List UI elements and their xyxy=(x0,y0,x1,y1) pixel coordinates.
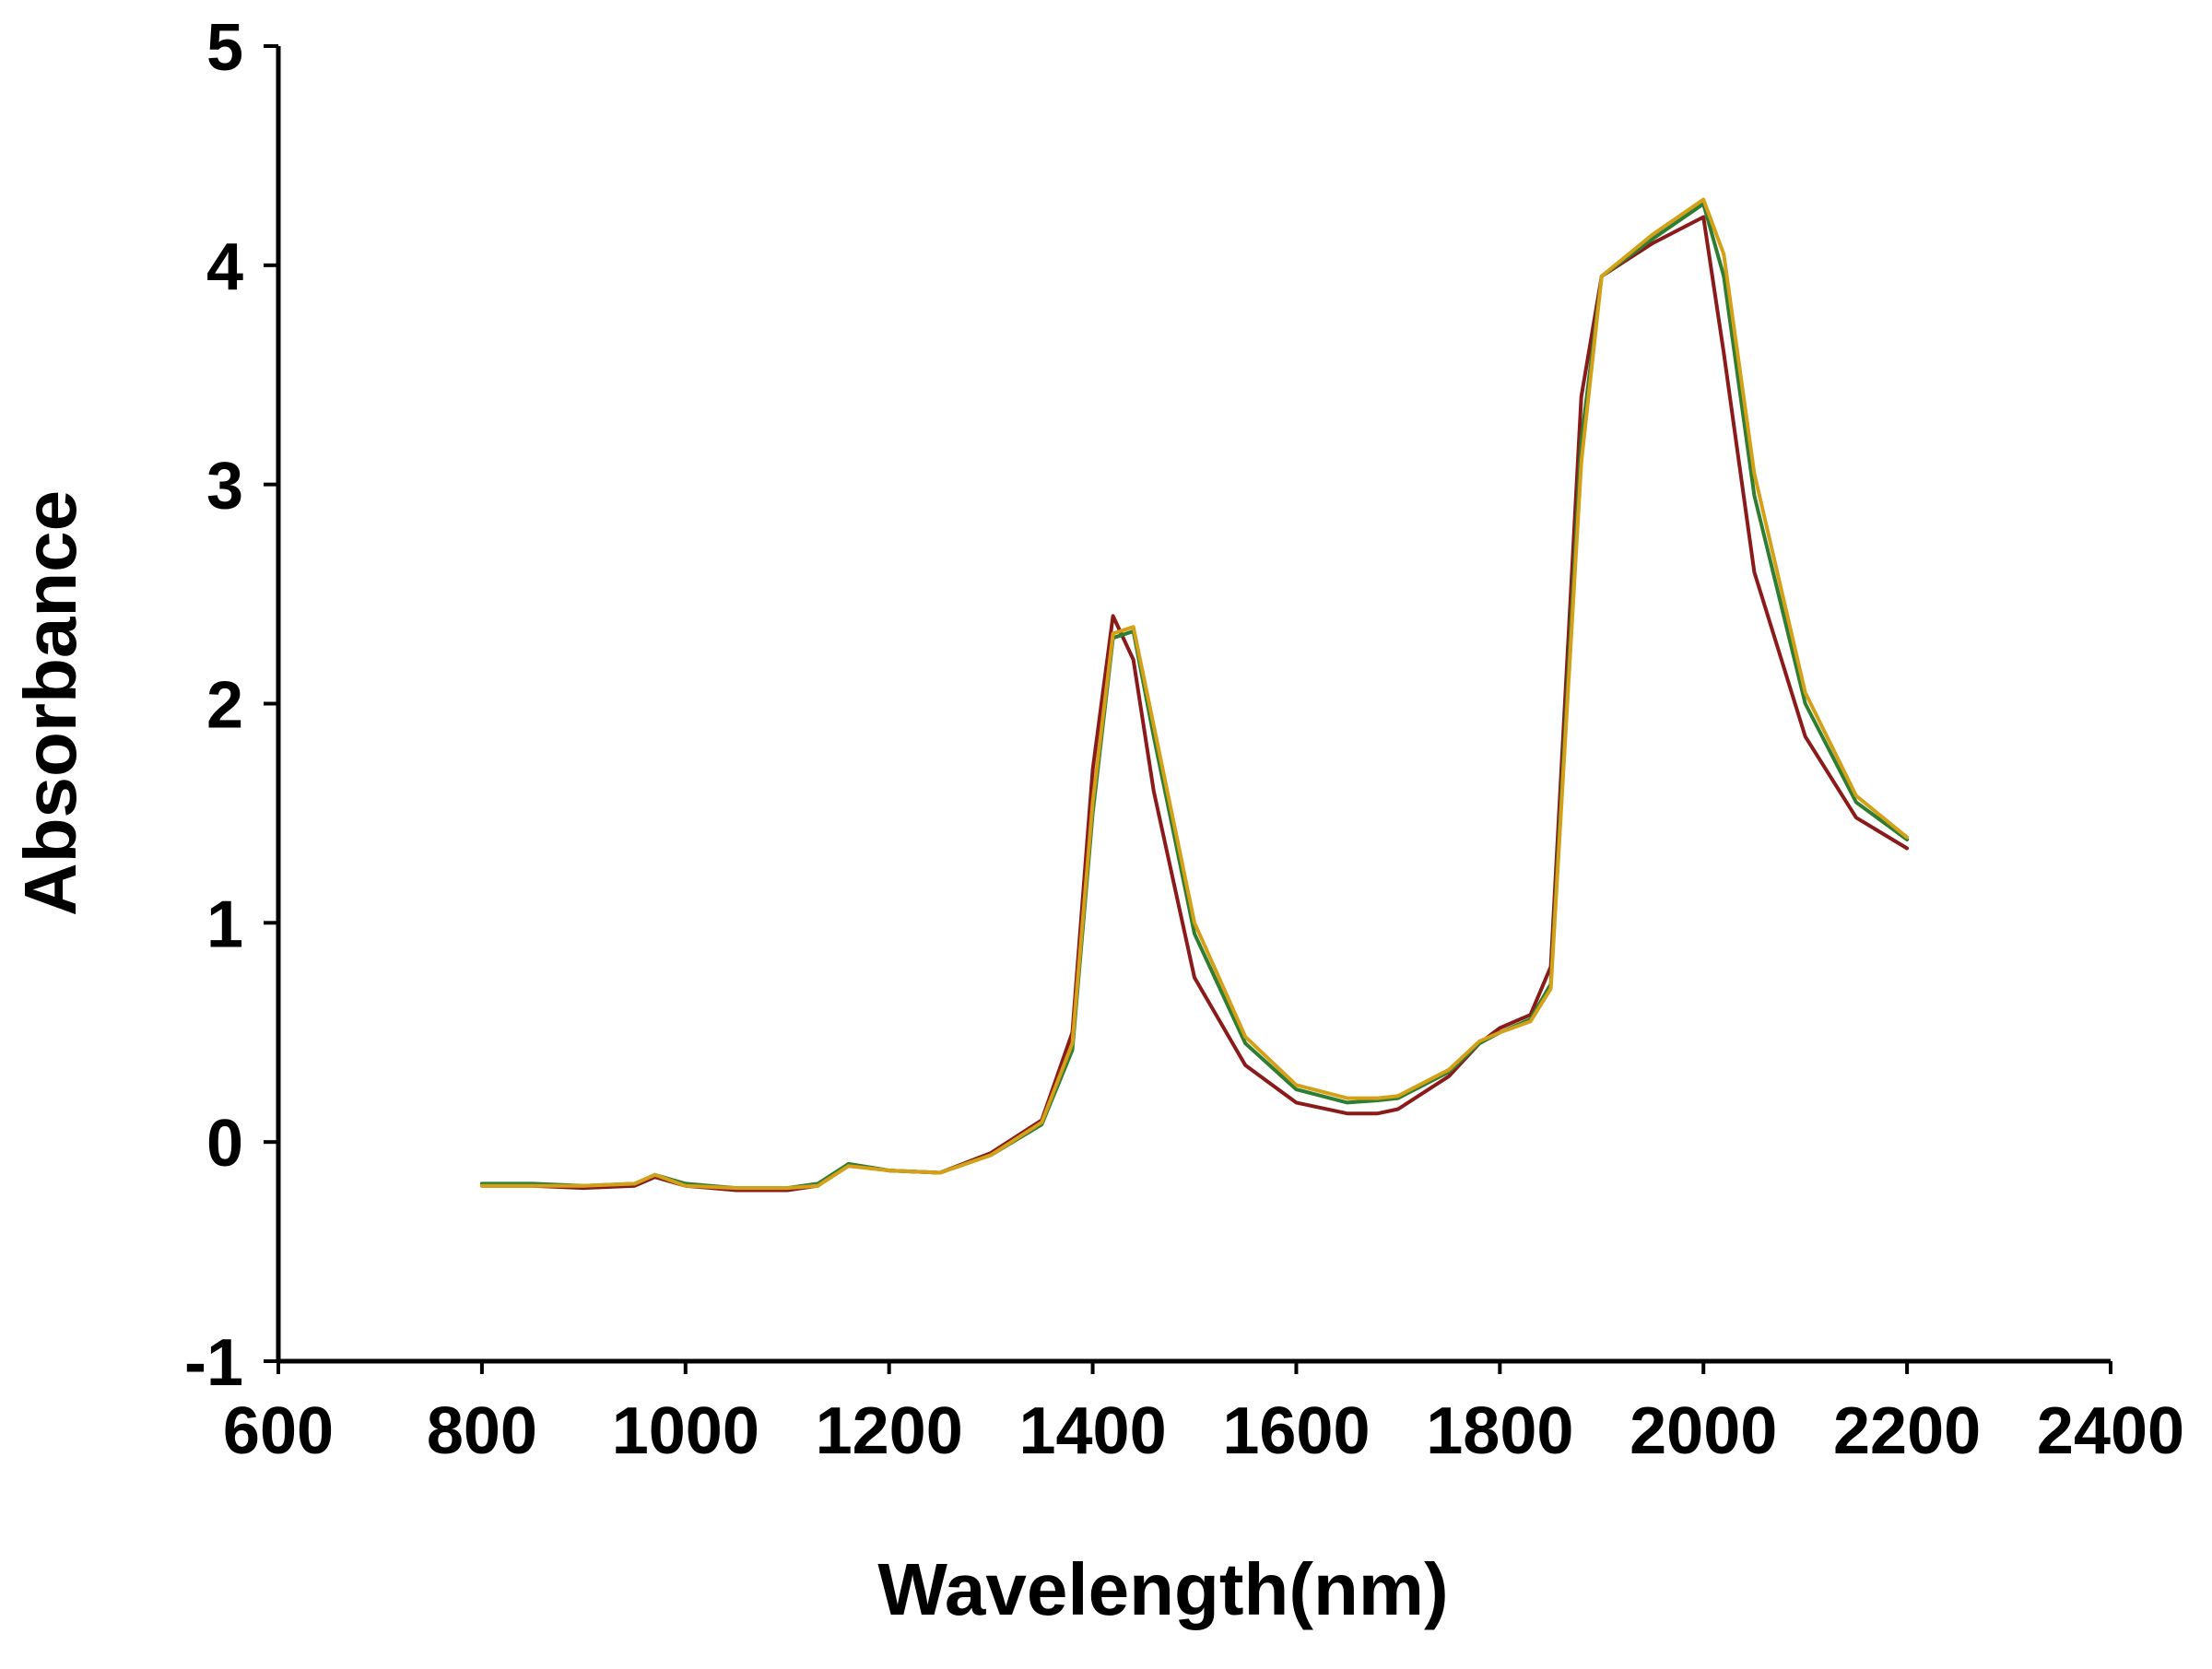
tick-layer: 600 800 1000 1200 1400 1600 1800 2000 2200 2400 -1… xyxy=(184,11,2184,1468)
x-tick-label: 2000 xyxy=(1630,1394,1777,1468)
x-tick-label: 1000 xyxy=(612,1394,759,1468)
x-tick-label: 2400 xyxy=(2037,1394,2184,1468)
y-tick-label: -1 xyxy=(184,1326,243,1400)
x-tick-label: 600 xyxy=(223,1394,334,1468)
series-layer xyxy=(479,197,1910,1193)
x-tick-label: 1400 xyxy=(1018,1394,1166,1468)
x-tick-label: 1800 xyxy=(1426,1394,1573,1468)
y-tick-label: 3 xyxy=(206,450,243,523)
y-tick-label: 0 xyxy=(206,1107,243,1181)
y-axis-title: Absorbance xyxy=(9,490,91,916)
spectrum-series-2 xyxy=(479,202,1910,1191)
spectrum-series-1 xyxy=(479,215,1910,1193)
y-tick-label: 2 xyxy=(206,669,243,743)
x-tick-label: 1200 xyxy=(816,1394,963,1468)
y-tick-label: 1 xyxy=(206,887,243,961)
x-tick-label: 1600 xyxy=(1222,1394,1370,1468)
y-tick-label: 5 xyxy=(206,11,243,85)
x-tick-label: 800 xyxy=(427,1394,537,1468)
spectrum-series-3 xyxy=(479,197,1910,1191)
x-tick-label: 2200 xyxy=(1833,1394,1981,1468)
y-tick-label: 4 xyxy=(206,230,243,304)
x-axis-title: Wavelength(nm) xyxy=(877,1548,1448,1630)
